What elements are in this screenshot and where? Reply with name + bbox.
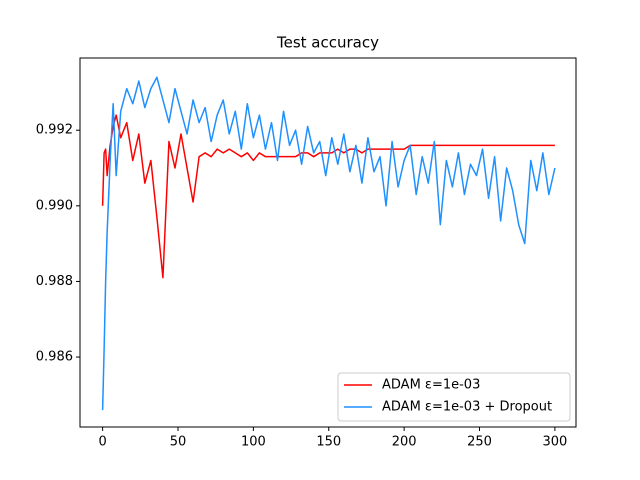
- axes-frame: [79, 57, 577, 428]
- series-line: [101, 76, 556, 411]
- x-tick-label: 150: [316, 435, 341, 450]
- x-tick-label: 50: [170, 435, 187, 450]
- x-tick-label: 100: [241, 435, 266, 450]
- x-tick-label: 300: [542, 435, 567, 450]
- plot-area: [101, 76, 556, 411]
- y-tick-label: 0.992: [36, 123, 73, 138]
- series-line: [101, 114, 555, 279]
- legend-label: ADAM ε=1e-03: [382, 378, 480, 393]
- x-tick-label: 200: [392, 435, 417, 450]
- chart-title: Test accuracy: [276, 34, 379, 52]
- legend-label: ADAM ε=1e-03 + Dropout: [382, 400, 552, 415]
- x-tick-label: 250: [467, 435, 492, 450]
- y-tick-label: 0.988: [36, 274, 73, 289]
- y-tick-label: 0.986: [36, 350, 73, 365]
- y-tick-label: 0.990: [36, 198, 73, 213]
- legend-box: [337, 372, 571, 422]
- x-tick-label: 0: [98, 435, 106, 450]
